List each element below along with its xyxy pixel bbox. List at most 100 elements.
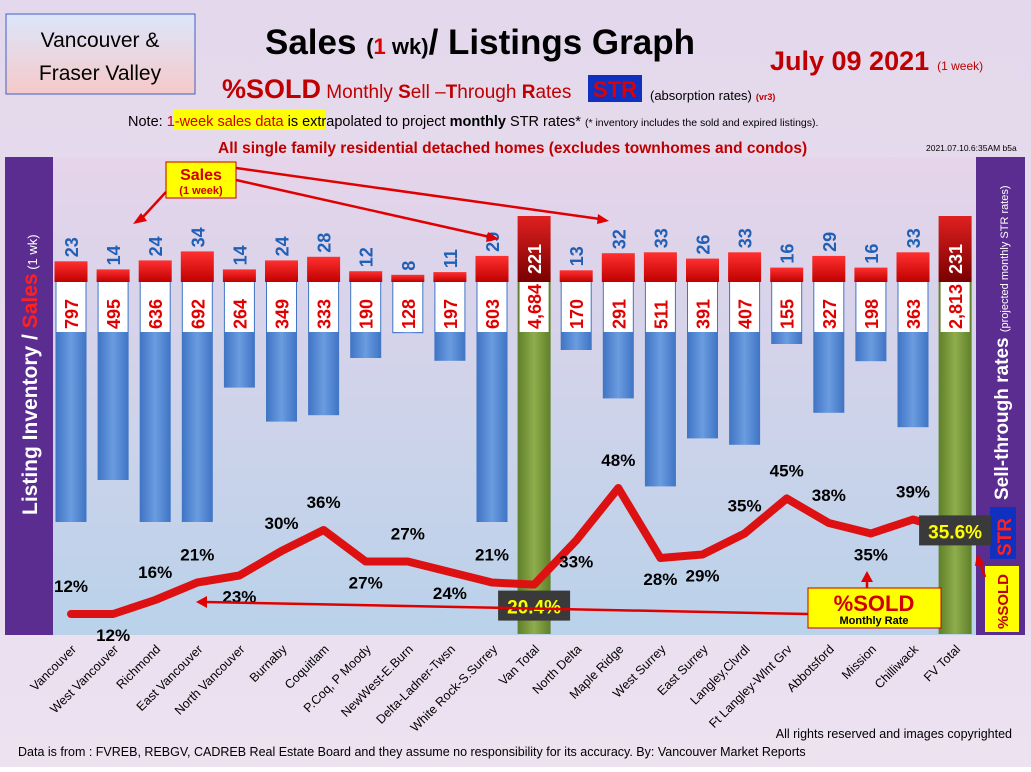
sales-bar	[770, 267, 804, 282]
sales-label: 11	[441, 249, 461, 268]
sales-label: 33	[651, 228, 671, 248]
sales-bar	[391, 274, 425, 282]
sales-label: 26	[694, 235, 714, 255]
sales-bar	[222, 269, 256, 282]
sales-callout-line1: Sales	[180, 167, 222, 184]
listing-label-band	[267, 282, 296, 332]
listing-label: 692	[188, 299, 208, 329]
listing-label: 391	[694, 299, 714, 329]
sales-bar	[643, 252, 677, 282]
sales-label: 14	[104, 245, 124, 265]
sold-callout-line1: %SOLD	[834, 591, 915, 616]
str-label: 28%	[643, 570, 677, 589]
listing-label: 4,684	[525, 284, 545, 329]
sales-bar	[517, 216, 551, 282]
category-label: Burnaby	[247, 642, 290, 685]
category-label: Delta-Ladner-Twsn	[373, 642, 458, 727]
listing-label: 197	[441, 299, 461, 329]
listing-label-band	[561, 282, 591, 332]
note-text: Note: 1-week sales data is extrapolated …	[128, 114, 818, 130]
str-label: 21%	[180, 546, 214, 565]
sold-callout-line2: Monthly Rate	[839, 615, 908, 627]
listing-label: 349	[273, 299, 293, 329]
str-label: 35%	[854, 546, 888, 565]
str-total-label: 35.6%	[928, 522, 982, 543]
listing-label-band	[519, 282, 549, 332]
sales-label: 221	[525, 244, 545, 274]
listing-label-band	[856, 282, 886, 332]
sales-label: 231	[946, 244, 966, 274]
listing-label: 155	[778, 299, 798, 329]
sales-bar	[96, 269, 130, 282]
sales-bar	[475, 255, 509, 282]
listing-label-band	[603, 282, 633, 332]
str-label: 33%	[559, 553, 593, 572]
listing-label: 170	[567, 299, 587, 329]
rights-text: All rights reserved and images copyright…	[776, 727, 1012, 741]
sales-bar	[728, 252, 762, 282]
listing-label-band	[645, 282, 675, 332]
sales-bar	[54, 261, 88, 282]
left-axis-title: Listing Inventory / Sales (1 wk)	[19, 234, 42, 515]
listing-label-band	[56, 282, 86, 332]
sales-bar	[686, 258, 719, 282]
sales-label: 33	[904, 228, 924, 248]
sales-label: 33	[736, 228, 756, 248]
listing-label-band	[477, 282, 507, 332]
listing-label-band	[730, 282, 760, 332]
sales-bar	[559, 270, 593, 282]
listing-label: 495	[104, 299, 124, 329]
sales-label: 28	[315, 233, 335, 253]
listing-label: 636	[146, 299, 166, 329]
sales-label: 16	[778, 244, 798, 264]
left-axis-panel	[5, 157, 53, 635]
report-date: July 09 2021 (1 week)	[770, 46, 983, 76]
sales-bar	[601, 253, 635, 282]
listing-label: 327	[820, 299, 840, 329]
listing-label: 128	[399, 299, 419, 329]
region-box	[5, 13, 196, 95]
listing-total-bar	[938, 282, 972, 634]
listing-label: 2,813	[946, 284, 966, 329]
str-label: 39%	[896, 483, 930, 502]
sales-bar	[812, 255, 846, 282]
sold-callout-arrows	[196, 554, 987, 616]
sales-bar	[854, 267, 888, 282]
region-line2: Fraser Valley	[39, 62, 162, 85]
str-line	[67, 484, 960, 618]
listing-label: 363	[904, 299, 924, 329]
category-label: Mission	[839, 642, 879, 682]
str-label: 12%	[54, 577, 88, 596]
listing-label: 797	[62, 299, 82, 329]
str-badge: STR	[593, 77, 637, 102]
right-sold-badge	[985, 566, 1019, 632]
listing-label: 407	[736, 299, 756, 329]
sales-label: 32	[609, 229, 629, 249]
sales-bar	[265, 260, 298, 282]
str-label: 38%	[812, 486, 846, 505]
sales-bar	[307, 256, 341, 282]
listing-label-band	[435, 282, 465, 332]
listing-label: 333	[315, 299, 335, 329]
listing-label-band	[940, 282, 970, 332]
listing-label-band	[393, 282, 423, 332]
listing-label-band	[814, 282, 844, 332]
sales-bar	[433, 272, 467, 282]
str-label: 21%	[475, 546, 509, 565]
listing-label-band	[772, 282, 802, 332]
scope-text: All single family residential detached h…	[218, 140, 807, 157]
str-total-box	[498, 590, 571, 621]
note-highlight	[173, 110, 325, 130]
chart-marks: 7972349514636246923426414349243332819012…	[54, 216, 992, 645]
listing-label-band	[688, 282, 717, 332]
listing-label: 291	[609, 299, 629, 329]
sales-label: 13	[567, 246, 587, 266]
str-label: 45%	[770, 462, 804, 481]
listing-label: 198	[862, 299, 882, 329]
str-label: 35%	[728, 497, 762, 516]
sales-label: 24	[146, 236, 166, 256]
str-label: 48%	[601, 451, 635, 470]
right-str-text: STR	[995, 518, 1016, 556]
timestamp: 2021.07.10.6:35AM b5a	[926, 143, 1017, 153]
